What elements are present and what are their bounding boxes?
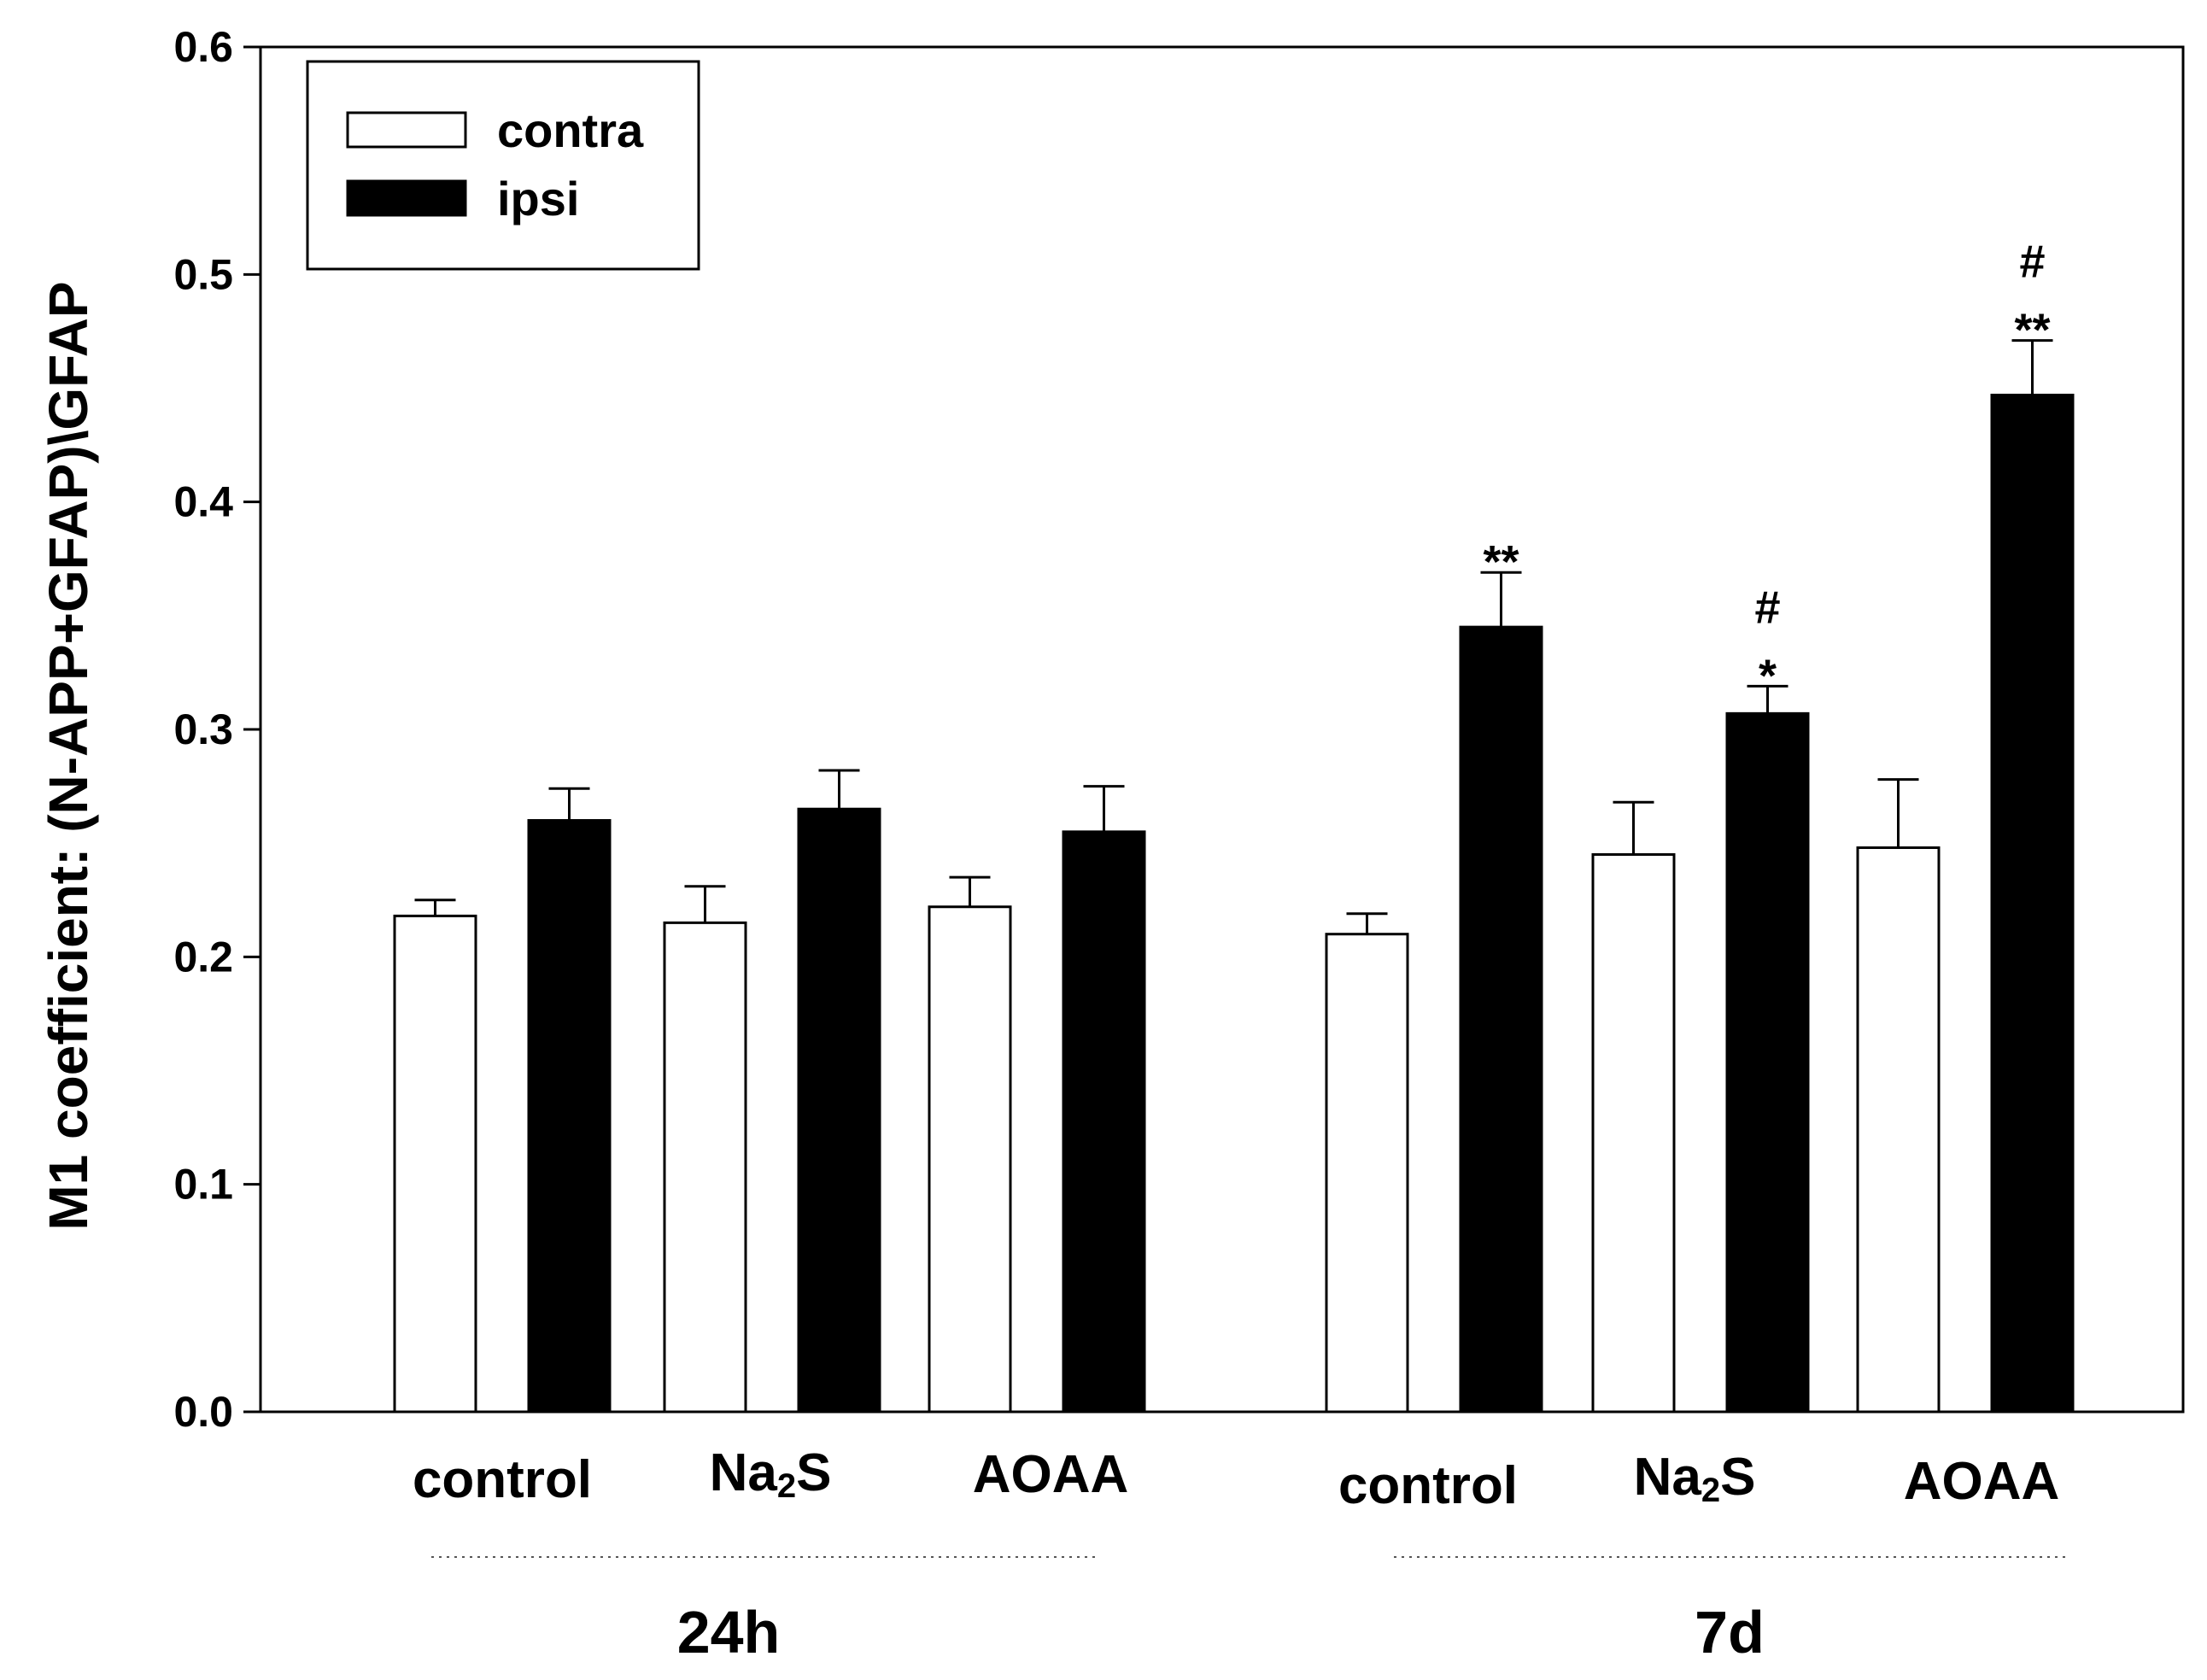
- significance-marker: **: [2014, 305, 2050, 356]
- bar-ipsi: [527, 819, 612, 1414]
- bar-ipsi: [797, 807, 881, 1414]
- y-tick-label: 0.3: [173, 705, 233, 753]
- legend-label-ipsi: ipsi: [497, 172, 579, 225]
- category-label: Na2S: [1634, 1448, 1756, 1509]
- legend-box: [306, 60, 700, 271]
- bar-contra: [393, 914, 477, 1414]
- legend-label-contra: contra: [497, 103, 644, 157]
- significance-marker: **: [1483, 536, 1519, 588]
- bar-contra: [663, 921, 747, 1414]
- legend: contra ipsi: [306, 60, 700, 271]
- significance-marker: #: [2019, 237, 2045, 288]
- bar-ipsi: [1459, 625, 1543, 1414]
- bar-ipsi: [1725, 711, 1810, 1414]
- y-tick-label: 0.4: [173, 478, 233, 526]
- y-axis-label: M1 coefficient: (N-APP+GFAP)\GFAP: [38, 281, 99, 1230]
- bar-contra: [1325, 933, 1409, 1414]
- significance-marker: #: [1754, 582, 1780, 633]
- category-label: AOAA: [1904, 1452, 2060, 1511]
- bar-ipsi: [1062, 830, 1146, 1414]
- category-label: AOAA: [973, 1445, 1129, 1504]
- bar-contra: [1856, 846, 1941, 1414]
- bar-contra: [1591, 852, 1676, 1414]
- legend-swatch-contra: [346, 111, 467, 149]
- legend-swatch-ipsi: [346, 179, 467, 217]
- bar-contra: [928, 905, 1012, 1414]
- significance-marker: *: [1759, 650, 1777, 701]
- y-tick-label: 0.0: [173, 1388, 233, 1436]
- group-label-7d: 7d: [1695, 1599, 1765, 1665]
- bar-ipsi: [1990, 393, 2075, 1414]
- category-label: control: [1338, 1456, 1518, 1515]
- category-label: Na2S: [710, 1443, 832, 1505]
- y-tick-label: 0.5: [173, 250, 233, 298]
- y-tick-label: 0.1: [173, 1161, 233, 1209]
- y-tick-label: 0.2: [173, 933, 233, 980]
- y-tick-label: 0.6: [173, 23, 233, 71]
- group-label-24h: 24h: [677, 1599, 781, 1665]
- category-label: control: [413, 1450, 592, 1509]
